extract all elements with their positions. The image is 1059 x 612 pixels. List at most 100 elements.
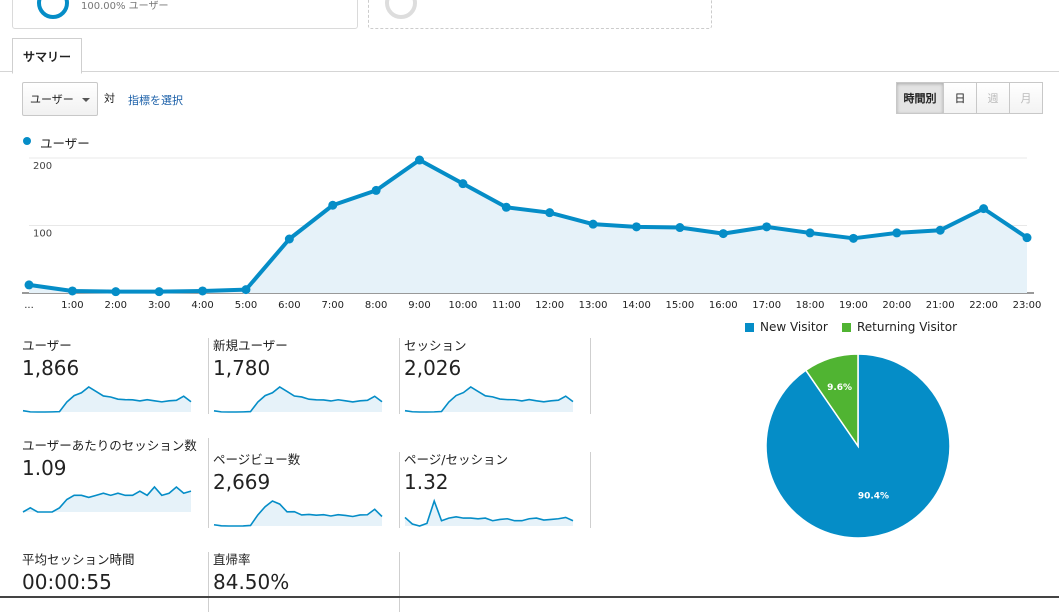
x-tick-label: 6:00 (278, 300, 300, 311)
hourly-button[interactable]: 時間別 (896, 82, 944, 114)
data-point[interactable] (328, 200, 338, 210)
data-point[interactable] (805, 228, 815, 238)
data-point[interactable] (371, 185, 381, 195)
metric-pageviews-value: 2,669 (213, 470, 271, 494)
x-tick-label: 5:00 (235, 300, 257, 311)
pie-slice-new-visitor[interactable] (765, 353, 951, 539)
new-visitor-swatch (745, 322, 754, 332)
metric-avg-session-duration[interactable]: 平均セッション時間 00:00:55 (22, 552, 209, 612)
x-tick-label: 13:00 (579, 300, 608, 311)
pie-slice-returning-visitor[interactable] (804, 353, 859, 449)
tab-bar-divider (0, 71, 1059, 72)
week-button-label: 週 (987, 92, 999, 105)
data-point[interactable] (501, 202, 511, 212)
vs-label: 対 (104, 92, 115, 105)
x-tick-label: ... (24, 300, 34, 311)
segment-card-all-users[interactable]: 100.00% ユーザー (12, 0, 358, 29)
sparkline-line (404, 386, 574, 413)
add-segment-card[interactable] (368, 0, 712, 29)
sparkline-area (214, 387, 382, 412)
metric-pages-per-session[interactable]: ページ/セッション 1.32 (404, 452, 591, 528)
metric-pages-per-session-value: 1.32 (404, 470, 449, 494)
returning-visitor-legend-label: Returning Visitor (857, 320, 958, 334)
sparkline-area (405, 387, 573, 412)
pie-slice-label: 90.4% (858, 492, 889, 502)
x-tick-label: 12:00 (535, 300, 564, 311)
x-tick-label: 10:00 (448, 300, 477, 311)
data-point[interactable] (675, 223, 685, 233)
metric-users[interactable]: ユーザー 1,866 (22, 338, 209, 414)
metric-pageviews[interactable]: ページビュー数 2,669 (213, 452, 400, 528)
metric-sessions-per-user-value: 1.09 (22, 456, 67, 480)
data-point[interactable] (979, 204, 989, 214)
x-tick-label: 22:00 (969, 300, 998, 311)
series-legend-dot (23, 137, 31, 145)
metric-sessions[interactable]: セッション 2,026 (404, 338, 591, 414)
data-point[interactable] (24, 280, 34, 290)
pie-slice-label: 9.6% (827, 383, 852, 393)
metric-sessions-per-user[interactable]: ユーザーあたりのセッション数 1.09 (22, 438, 209, 528)
x-tick-label: 17:00 (752, 300, 781, 311)
data-point[interactable] (545, 208, 555, 218)
x-tick-label: 21:00 (926, 300, 955, 311)
x-tick-label: 3:00 (148, 300, 170, 311)
segment-percent-text: 100.00% ユーザー (81, 1, 169, 12)
metric-avg-session-duration-value: 00:00:55 (22, 570, 112, 594)
users-line-chart: 200 100... 1:00 2:00 3:00 4:00 5:00 6:00 7:00 8:0… (22, 155, 1041, 311)
series-legend-label: ユーザー (40, 136, 90, 151)
x-tick-label: 1:00 (61, 300, 83, 311)
metric-sessions-label: セッション (404, 338, 467, 353)
data-point[interactable] (198, 286, 208, 296)
x-tick-label: 19:00 (839, 300, 868, 311)
select-metric-link[interactable]: 指標を選択 (128, 94, 183, 107)
data-point[interactable] (588, 219, 598, 229)
week-button: 週 (976, 82, 1010, 114)
data-point[interactable] (631, 222, 641, 232)
data-point[interactable] (718, 229, 728, 239)
x-tick-label: 14:00 (622, 300, 651, 311)
metric-new-users[interactable]: 新規ユーザー 1,780 (213, 338, 400, 414)
metric-new-users-value: 1,780 (213, 356, 271, 380)
visitor-type-pie-chart: 90.4% 9.6% (765, 353, 951, 539)
metric-bounce-rate-label: 直帰率 (213, 552, 251, 567)
data-point[interactable] (848, 233, 858, 243)
sparkline-area (405, 501, 573, 526)
data-point[interactable] (284, 234, 294, 244)
metric-select[interactable]: ユーザー (22, 82, 98, 116)
data-point[interactable] (154, 287, 164, 297)
metric-pageviews-sparkline (213, 500, 383, 527)
percentage-ring-icon (37, 0, 69, 19)
data-point[interactable] (1022, 233, 1032, 243)
metric-new-users-sparkline (213, 386, 383, 413)
sparkline-area (23, 487, 191, 512)
data-point[interactable] (415, 155, 425, 165)
data-point[interactable] (241, 285, 251, 295)
metric-new-users-label: 新規ユーザー (213, 338, 288, 353)
month-button-label: 月 (1020, 92, 1032, 105)
tab-summary[interactable]: サマリー (12, 38, 82, 74)
metric-bounce-rate[interactable]: 直帰率 84.50% (213, 552, 400, 612)
data-point[interactable] (892, 228, 902, 238)
y-tick-label: 100 (33, 229, 52, 240)
data-point[interactable] (111, 287, 121, 297)
bottom-divider (0, 596, 1059, 598)
returning-visitor-swatch (842, 322, 851, 332)
sparkline-line (22, 386, 192, 413)
metric-users-label: ユーザー (22, 338, 72, 353)
x-tick-label: 20:00 (882, 300, 911, 311)
metric-select-value: ユーザー (30, 93, 74, 106)
pie-legend-new: New Visitor (745, 320, 828, 334)
tab-summary-label: サマリー (22, 49, 71, 64)
hourly-button-label: 時間別 (903, 92, 937, 105)
x-tick-label: 11:00 (492, 300, 521, 311)
data-point[interactable] (458, 179, 468, 189)
x-tick-label: 18:00 (796, 300, 825, 311)
data-point[interactable] (762, 222, 772, 232)
metric-sessions-per-user-sparkline (22, 485, 192, 513)
data-point[interactable] (67, 286, 77, 296)
pie-legend-returning: Returning Visitor (842, 320, 957, 334)
data-point[interactable] (935, 225, 945, 235)
metric-users-value: 1,866 (22, 356, 80, 380)
day-button[interactable]: 日 (943, 82, 977, 114)
metric-avg-session-duration-label: 平均セッション時間 (22, 552, 135, 567)
